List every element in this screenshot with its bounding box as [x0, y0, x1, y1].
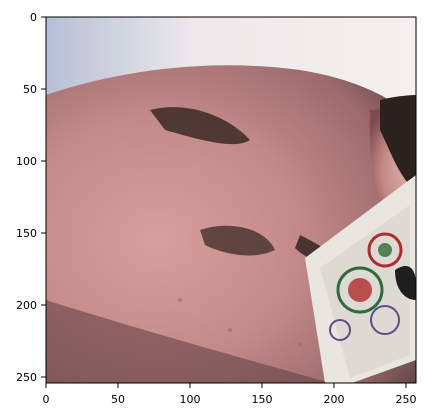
x-axis: 0 50 100 150 200 250: [43, 383, 417, 406]
playing-card: [305, 175, 416, 383]
y-tick-label: 150: [16, 227, 37, 240]
y-tick-label: 0: [30, 11, 37, 24]
x-tick-label: 200: [324, 393, 345, 406]
x-tick-label: 250: [396, 393, 417, 406]
photo-image: [46, 17, 416, 383]
x-tick-label: 100: [180, 393, 201, 406]
y-tick-label: 200: [16, 299, 37, 312]
y-tick-label: 250: [16, 371, 37, 384]
y-axis: 0 50 100 150 200 250: [16, 11, 46, 384]
y-tick-label: 50: [23, 83, 37, 96]
x-tick-label: 50: [111, 393, 125, 406]
y-tick-label: 100: [16, 155, 37, 168]
x-tick-label: 0: [43, 393, 50, 406]
image-frame: [45, 16, 417, 384]
x-tick-label: 150: [252, 393, 273, 406]
